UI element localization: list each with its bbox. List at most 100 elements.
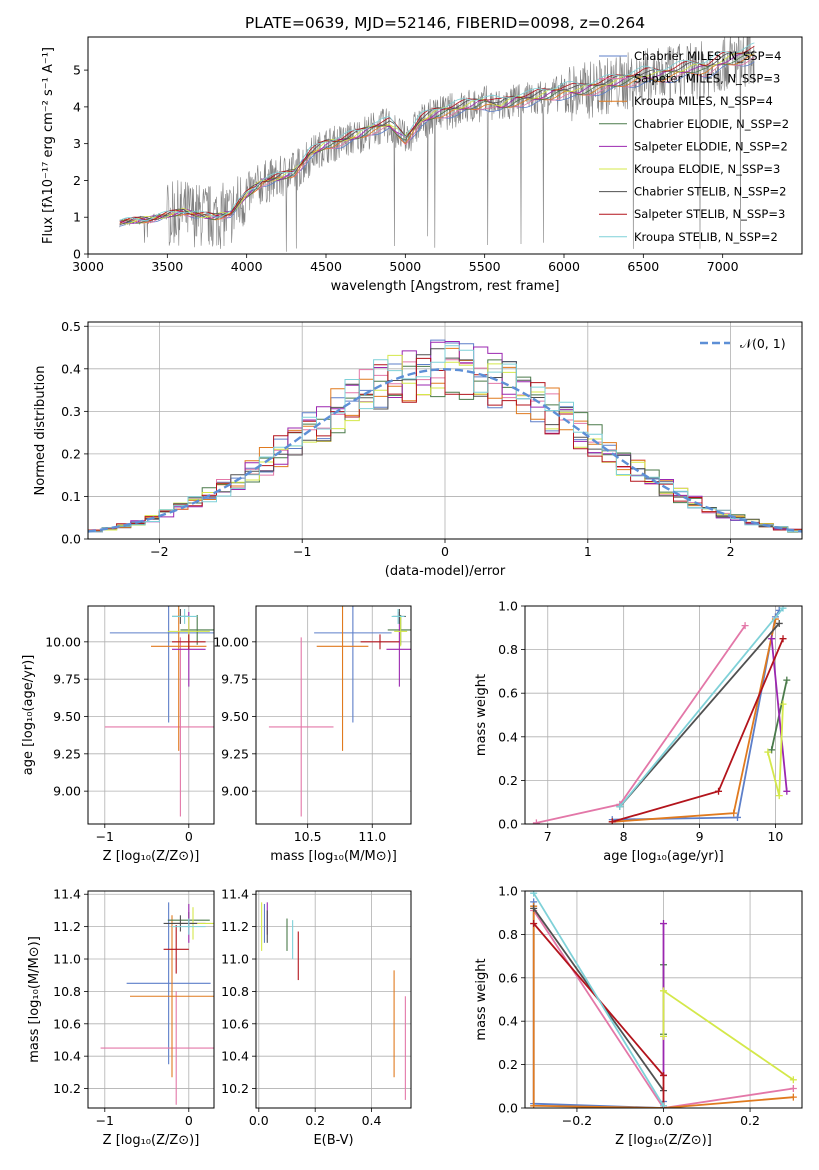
x-axis-label: E(B-V)	[313, 1133, 353, 1148]
weight-line-7	[612, 638, 784, 823]
x-tick-label: 0.2	[305, 1113, 325, 1128]
age-vs-z-plot-area	[104, 606, 214, 817]
y-tick-label: 10.6	[221, 1016, 249, 1031]
axes-frame	[87, 890, 215, 1109]
weight-marker-7	[779, 635, 787, 643]
legend-label-6: Chabrier STELIB, N_SSP=2	[634, 185, 786, 199]
y-tick-label: 5	[73, 63, 81, 78]
weight-line-8	[619, 607, 784, 808]
y-tick-label: 0.6	[498, 970, 518, 985]
legend-label-1: Salpeter MILES, N_SSP=3	[634, 72, 780, 86]
y-tick-label: 9.25	[221, 746, 249, 761]
residuals-panel: −2 −1 0 1 2 0.0 0.1 0.2 0.3 0.4 0.5 (data-model)/er…	[33, 319, 803, 579]
x-axis-label: (data-model)/error	[385, 564, 506, 579]
x-tick-label: −1	[96, 1113, 114, 1128]
y-tick-label: 0.2	[498, 1057, 518, 1072]
x-tick-label: 4500	[310, 259, 342, 274]
residuals-plot-area	[88, 339, 802, 533]
x-axis-label: Z [log₁₀(Z/Z⊙)]	[103, 849, 200, 864]
y-axis-label: mass [log₁₀(M/M⊙)]	[27, 936, 42, 1063]
y-tick-label: 0.2	[61, 446, 81, 461]
legend-label-8: Kroupa STELIB, N_SSP=2	[634, 230, 778, 244]
axes-frame	[87, 36, 803, 255]
x-tick-label: 9	[696, 829, 704, 844]
model-6	[119, 50, 755, 225]
weight-marker-7	[530, 920, 538, 928]
y-tick-label: 0.8	[498, 927, 518, 942]
y-tick-label: 9.50	[53, 709, 81, 724]
x-tick-label: 0.4	[362, 1113, 382, 1128]
weight-vs-z-panel: −0.2 0.0 0.2 0.0 0.2 0.4 0.6 0.8 1.0 Z [log₁₀(Z/Z…	[474, 884, 803, 1148]
legend: 𝒩(0, 1)	[700, 336, 786, 351]
y-tick-label: 1	[73, 210, 81, 225]
weight-line-5	[662, 989, 794, 1081]
axes-frame	[255, 605, 412, 825]
mass-vs-ebv-plot-area	[261, 902, 406, 1100]
x-tick-label: 0	[185, 829, 193, 844]
weight-marker-5	[764, 748, 772, 756]
weight-line-1	[532, 910, 794, 1108]
x-axis-label: Z [log₁₀(Z/Z⊙)]	[103, 1133, 200, 1148]
mass-vs-z-plot-area	[100, 902, 214, 1105]
legend-label-2: Kroupa MILES, N_SSP=4	[634, 94, 773, 108]
legend-label-7: Salpeter STELIB, N_SSP=3	[634, 207, 785, 221]
x-tick-label: 5500	[469, 259, 501, 274]
weight-marker-7	[715, 787, 723, 795]
x-axis-label: wavelength [Angstrom, rest frame]	[331, 279, 560, 294]
x-axis-label: mass [log₁₀(M/M⊙)]	[270, 849, 397, 864]
y-tick-label: 9.75	[53, 672, 81, 687]
weight-marker-5	[660, 1032, 667, 1040]
y-tick-label: 11.2	[53, 919, 81, 934]
x-tick-label: 0.0	[654, 1113, 674, 1128]
weight-marker-6	[775, 619, 783, 627]
x-tick-label: 0	[441, 544, 449, 559]
mass-vs-z-panel: −1 0 10.2 10.4 10.6 10.8 11.0 11.2 11.4 Z [log₁₀(…	[27, 887, 215, 1148]
weight-marker-8	[779, 606, 787, 612]
age-vs-z-panel: −1 0 9.00 9.25 9.50 9.75 10.00 Z [log₁₀(Z/Z⊙)] a…	[21, 605, 215, 864]
x-tick-label: −1	[96, 829, 114, 844]
age-vs-mass-plot-area	[268, 606, 411, 817]
y-tick-label: 0.4	[61, 361, 81, 376]
weight-line-7	[533, 922, 665, 1108]
model-4	[119, 53, 755, 225]
axes-frame	[87, 605, 215, 825]
y-tick-label: 0.8	[498, 642, 518, 657]
y-tick-label: 9.75	[221, 672, 249, 687]
y-tick-label: 0.4	[498, 729, 518, 744]
x-tick-label: 6500	[627, 259, 659, 274]
x-tick-label: 0.0	[249, 1113, 269, 1128]
weight-marker-5	[775, 792, 783, 800]
x-tick-label: −1	[293, 544, 311, 559]
y-tick-label: 2	[73, 173, 81, 188]
y-tick-label: 10.6	[53, 1016, 81, 1031]
weight-marker-4	[660, 920, 667, 928]
weight-marker-7	[660, 1071, 667, 1079]
x-tick-label: 4000	[231, 259, 263, 274]
weight-marker-7	[608, 818, 616, 824]
weight-marker-5	[779, 700, 787, 708]
weight-marker-5	[789, 1076, 797, 1084]
weight-marker-1	[532, 819, 540, 824]
y-tick-label: 9.00	[53, 784, 81, 799]
model-8	[119, 42, 755, 221]
axes-frame	[87, 321, 803, 540]
axes-frame	[255, 890, 412, 1109]
y-tick-label: 0.4	[498, 1014, 518, 1029]
y-tick-label: 0.3	[61, 404, 81, 419]
weight-vs-age-plot-area	[532, 606, 791, 824]
weight-marker-0	[733, 813, 741, 821]
y-tick-label: 0.0	[498, 1101, 518, 1116]
x-tick-label: 1	[584, 544, 592, 559]
y-tick-label: 3	[73, 136, 81, 151]
y-tick-label: 9.25	[53, 746, 81, 761]
mass-vs-ebv-panel: 0.0 0.2 0.4 10.2 10.4 10.6 10.8 11.0 11.2 11.4 E(B…	[221, 887, 412, 1148]
weight-vs-z-plot-area	[530, 891, 797, 1108]
y-tick-label: 11.4	[221, 887, 249, 902]
histogram-8	[88, 345, 802, 533]
weight-vs-age-panel: 7 8 9 10 0.0 0.2 0.4 0.6 0.8 1.0 age [log₁₀(age/yr…	[474, 599, 803, 864]
x-tick-label: 10.5	[294, 829, 322, 844]
legend-label-0: Chabrier MILES, N_SSP=4	[634, 49, 781, 63]
weight-marker-3	[783, 676, 791, 684]
weight-marker-4	[783, 787, 791, 795]
legend-label: 𝒩(0, 1)	[740, 336, 786, 351]
